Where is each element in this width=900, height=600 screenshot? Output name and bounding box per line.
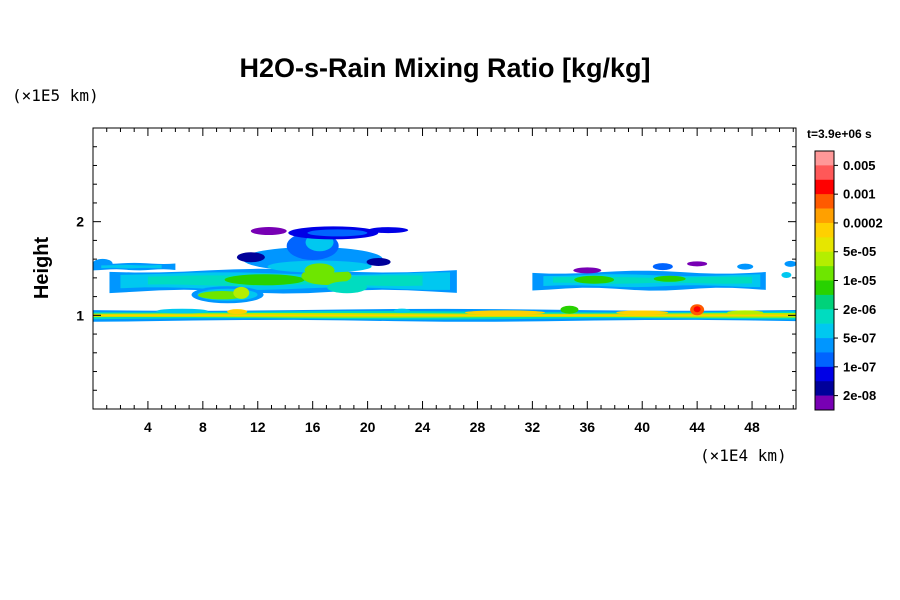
x-tick-label: 36 — [580, 419, 596, 435]
colorbar-swatch — [815, 179, 834, 195]
plot-area — [92, 127, 797, 410]
x-tick-label: 8 — [199, 419, 207, 435]
y-axis-label: Height — [31, 237, 53, 300]
colorbar-swatch — [815, 323, 834, 339]
lower-blob-peak — [233, 286, 250, 299]
right-edge-wisp — [784, 260, 796, 267]
plot-frame — [92, 127, 797, 410]
x-tick-label: 44 — [689, 419, 705, 435]
colorbar-swatch — [815, 395, 834, 411]
surface-bump — [227, 309, 248, 315]
colorbar-label: 5e-07 — [843, 331, 876, 346]
main-layer-green — [224, 274, 305, 286]
colorbar-label: 2e-08 — [843, 388, 876, 403]
x-tick-label: 20 — [360, 419, 376, 435]
plume-top-right — [368, 227, 409, 234]
colorbar-swatch — [815, 266, 834, 281]
right-layer-wisp — [687, 261, 708, 267]
colorbar-swatch — [815, 294, 834, 310]
plume-top-core — [307, 229, 368, 237]
surface-bump — [727, 310, 764, 315]
surface-bump — [616, 310, 669, 315]
surface-bump — [464, 310, 545, 315]
colorbar-label: 0.005 — [843, 158, 876, 173]
upper-left-wisp-core — [101, 264, 162, 269]
x-tick-label: 28 — [470, 419, 486, 435]
x-unit-label: (×1E4 km) — [700, 446, 787, 465]
colorbar-swatch — [815, 222, 834, 238]
colorbar-swatch — [815, 208, 834, 224]
right-edge-wisp — [781, 272, 792, 279]
colorbar-swatch — [815, 352, 834, 368]
surface-bump — [156, 308, 209, 314]
colorbar-swatch — [815, 194, 834, 209]
y-tick-label: 1 — [76, 307, 84, 323]
colorbar-swatch — [815, 280, 834, 296]
right-layer-green — [574, 275, 615, 284]
colorbar-swatch — [815, 251, 834, 267]
hotspot-core — [693, 306, 701, 313]
colorbar-label: 1e-05 — [843, 273, 876, 288]
colorbar-swatch — [815, 237, 834, 253]
x-tick-label: 32 — [525, 419, 541, 435]
plume-side-right — [366, 257, 391, 266]
colorbar-swatch — [815, 165, 834, 181]
x-tick-label: 48 — [744, 419, 760, 435]
colorbar-label: 5e-05 — [843, 244, 876, 259]
time-label: t=3.9e+06 s — [807, 127, 872, 141]
plume-side-left — [236, 252, 265, 263]
right-layer-wisp — [652, 263, 673, 271]
main-layer-underhang — [327, 281, 368, 294]
surface-layer-core — [93, 314, 796, 317]
colorbar-label: 0.0002 — [843, 215, 883, 230]
right-layer-green — [653, 275, 686, 282]
x-tick-label: 40 — [634, 419, 650, 435]
plume-root — [304, 263, 335, 278]
surface-bump — [560, 305, 579, 314]
right-layer-wisp — [737, 263, 754, 270]
chart-title: H2O-s-Rain Mixing Ratio [kg/kg] — [239, 53, 650, 83]
x-tick-label: 24 — [415, 419, 431, 435]
surface-bump — [393, 308, 410, 313]
colorbar-swatch — [815, 338, 834, 353]
colorbar-swatch — [815, 151, 834, 166]
colorbar-label: 1e-07 — [843, 359, 876, 374]
y-tick-label: 2 — [76, 214, 84, 230]
colorbar-label: 2e-06 — [843, 302, 876, 317]
colorbar-swatch — [815, 366, 834, 382]
x-tick-label: 4 — [144, 419, 152, 435]
colorbar-label: 0.001 — [843, 187, 876, 202]
colorbar-swatch — [815, 309, 834, 324]
colorbar-swatch — [815, 381, 834, 396]
right-layer-wisp — [573, 267, 602, 274]
y-unit-label: (×1E5 km) — [12, 86, 99, 105]
x-tick-label: 12 — [250, 419, 266, 435]
plume-top-wisp — [250, 227, 287, 236]
colorbar: 0.005 0.001 0.0002 5e-05 1e-05 2e-06 5e-07 1e-0… — [814, 150, 883, 411]
x-tick-label: 16 — [305, 419, 321, 435]
